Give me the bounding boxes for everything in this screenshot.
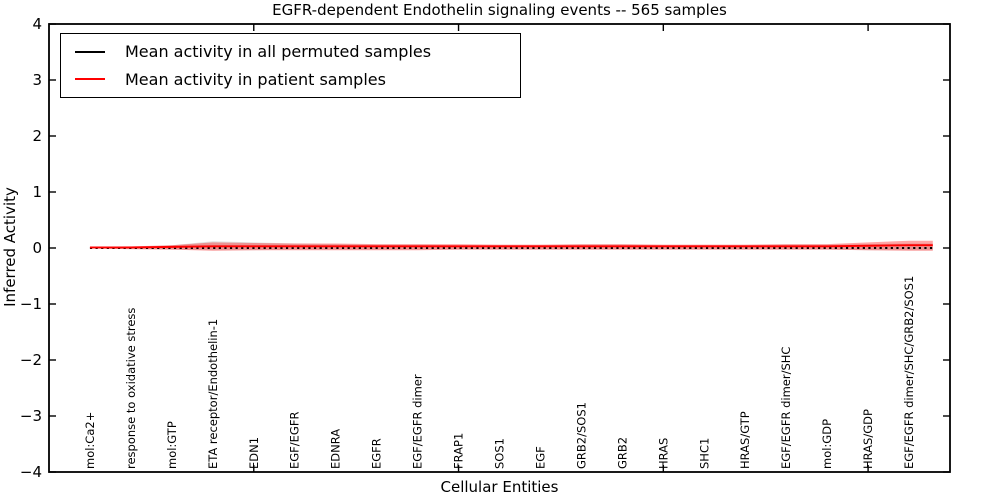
legend-line-patient-icon [75, 78, 105, 81]
x-entity-label: EGF [533, 446, 547, 469]
y-tick-label: −3 [20, 407, 42, 425]
x-entity-label: GRB2 [615, 437, 629, 469]
chart-title: EGFR-dependent Endothelin signaling even… [272, 1, 727, 19]
y-tick-label: −1 [20, 295, 42, 313]
x-entity-label: GRB2/SOS1 [574, 402, 588, 469]
x-entity-label: HRAS/GDP [861, 409, 875, 469]
x-entity-label: ETA receptor/Endothelin-1 [206, 319, 220, 469]
x-axis-label: Cellular Entities [440, 478, 559, 496]
y-tick-label: −4 [20, 463, 42, 481]
legend-entry-patient: Mean activity in patient samples [75, 70, 520, 89]
y-tick-label: 4 [32, 15, 42, 33]
x-entity-label: SOS1 [493, 438, 507, 469]
x-entity-label: response to oxidative stress [124, 308, 138, 469]
x-entity-label: EDNRA [329, 429, 343, 469]
x-entity-label: EGF/EGFR dimer/SHC/GRB2/SOS1 [902, 276, 916, 469]
x-entity-label: EGF/EGFR dimer [411, 374, 425, 469]
legend-entry-permuted: Mean activity in all permuted samples [75, 42, 520, 61]
x-entity-label: mol:GDP [820, 419, 834, 469]
x-entity-label: EGF/EGFR dimer/SHC [779, 347, 793, 469]
x-entity-label: mol:Ca2+ [83, 412, 97, 469]
legend-label-patient: Mean activity in patient samples [125, 69, 386, 89]
y-tick-label: 3 [32, 71, 42, 89]
x-entity-label: mol:GTP [165, 421, 179, 469]
y-tick-label: −2 [20, 351, 42, 369]
legend-line-permuted-icon [75, 50, 105, 53]
series-line-patient [89, 244, 933, 249]
legend-label-permuted: Mean activity in all permuted samples [125, 42, 432, 62]
x-entity-label: EGFR [370, 438, 384, 469]
y-tick-label: 1 [32, 183, 42, 201]
x-entity-label: SHC1 [697, 438, 711, 469]
x-entity-label: FRAP1 [452, 433, 466, 469]
y-tick-label: 2 [32, 127, 42, 145]
x-entity-label: EDN1 [247, 437, 261, 469]
y-tick-label: 0 [32, 239, 42, 257]
x-entity-label: EGF/EGFR [288, 412, 302, 469]
x-entity-label: HRAS/GTP [738, 411, 752, 469]
legend: Mean activity in all permuted samples Me… [60, 33, 521, 98]
x-entity-label: HRAS [656, 438, 670, 469]
y-axis-label: Inferred Activity [1, 187, 19, 307]
